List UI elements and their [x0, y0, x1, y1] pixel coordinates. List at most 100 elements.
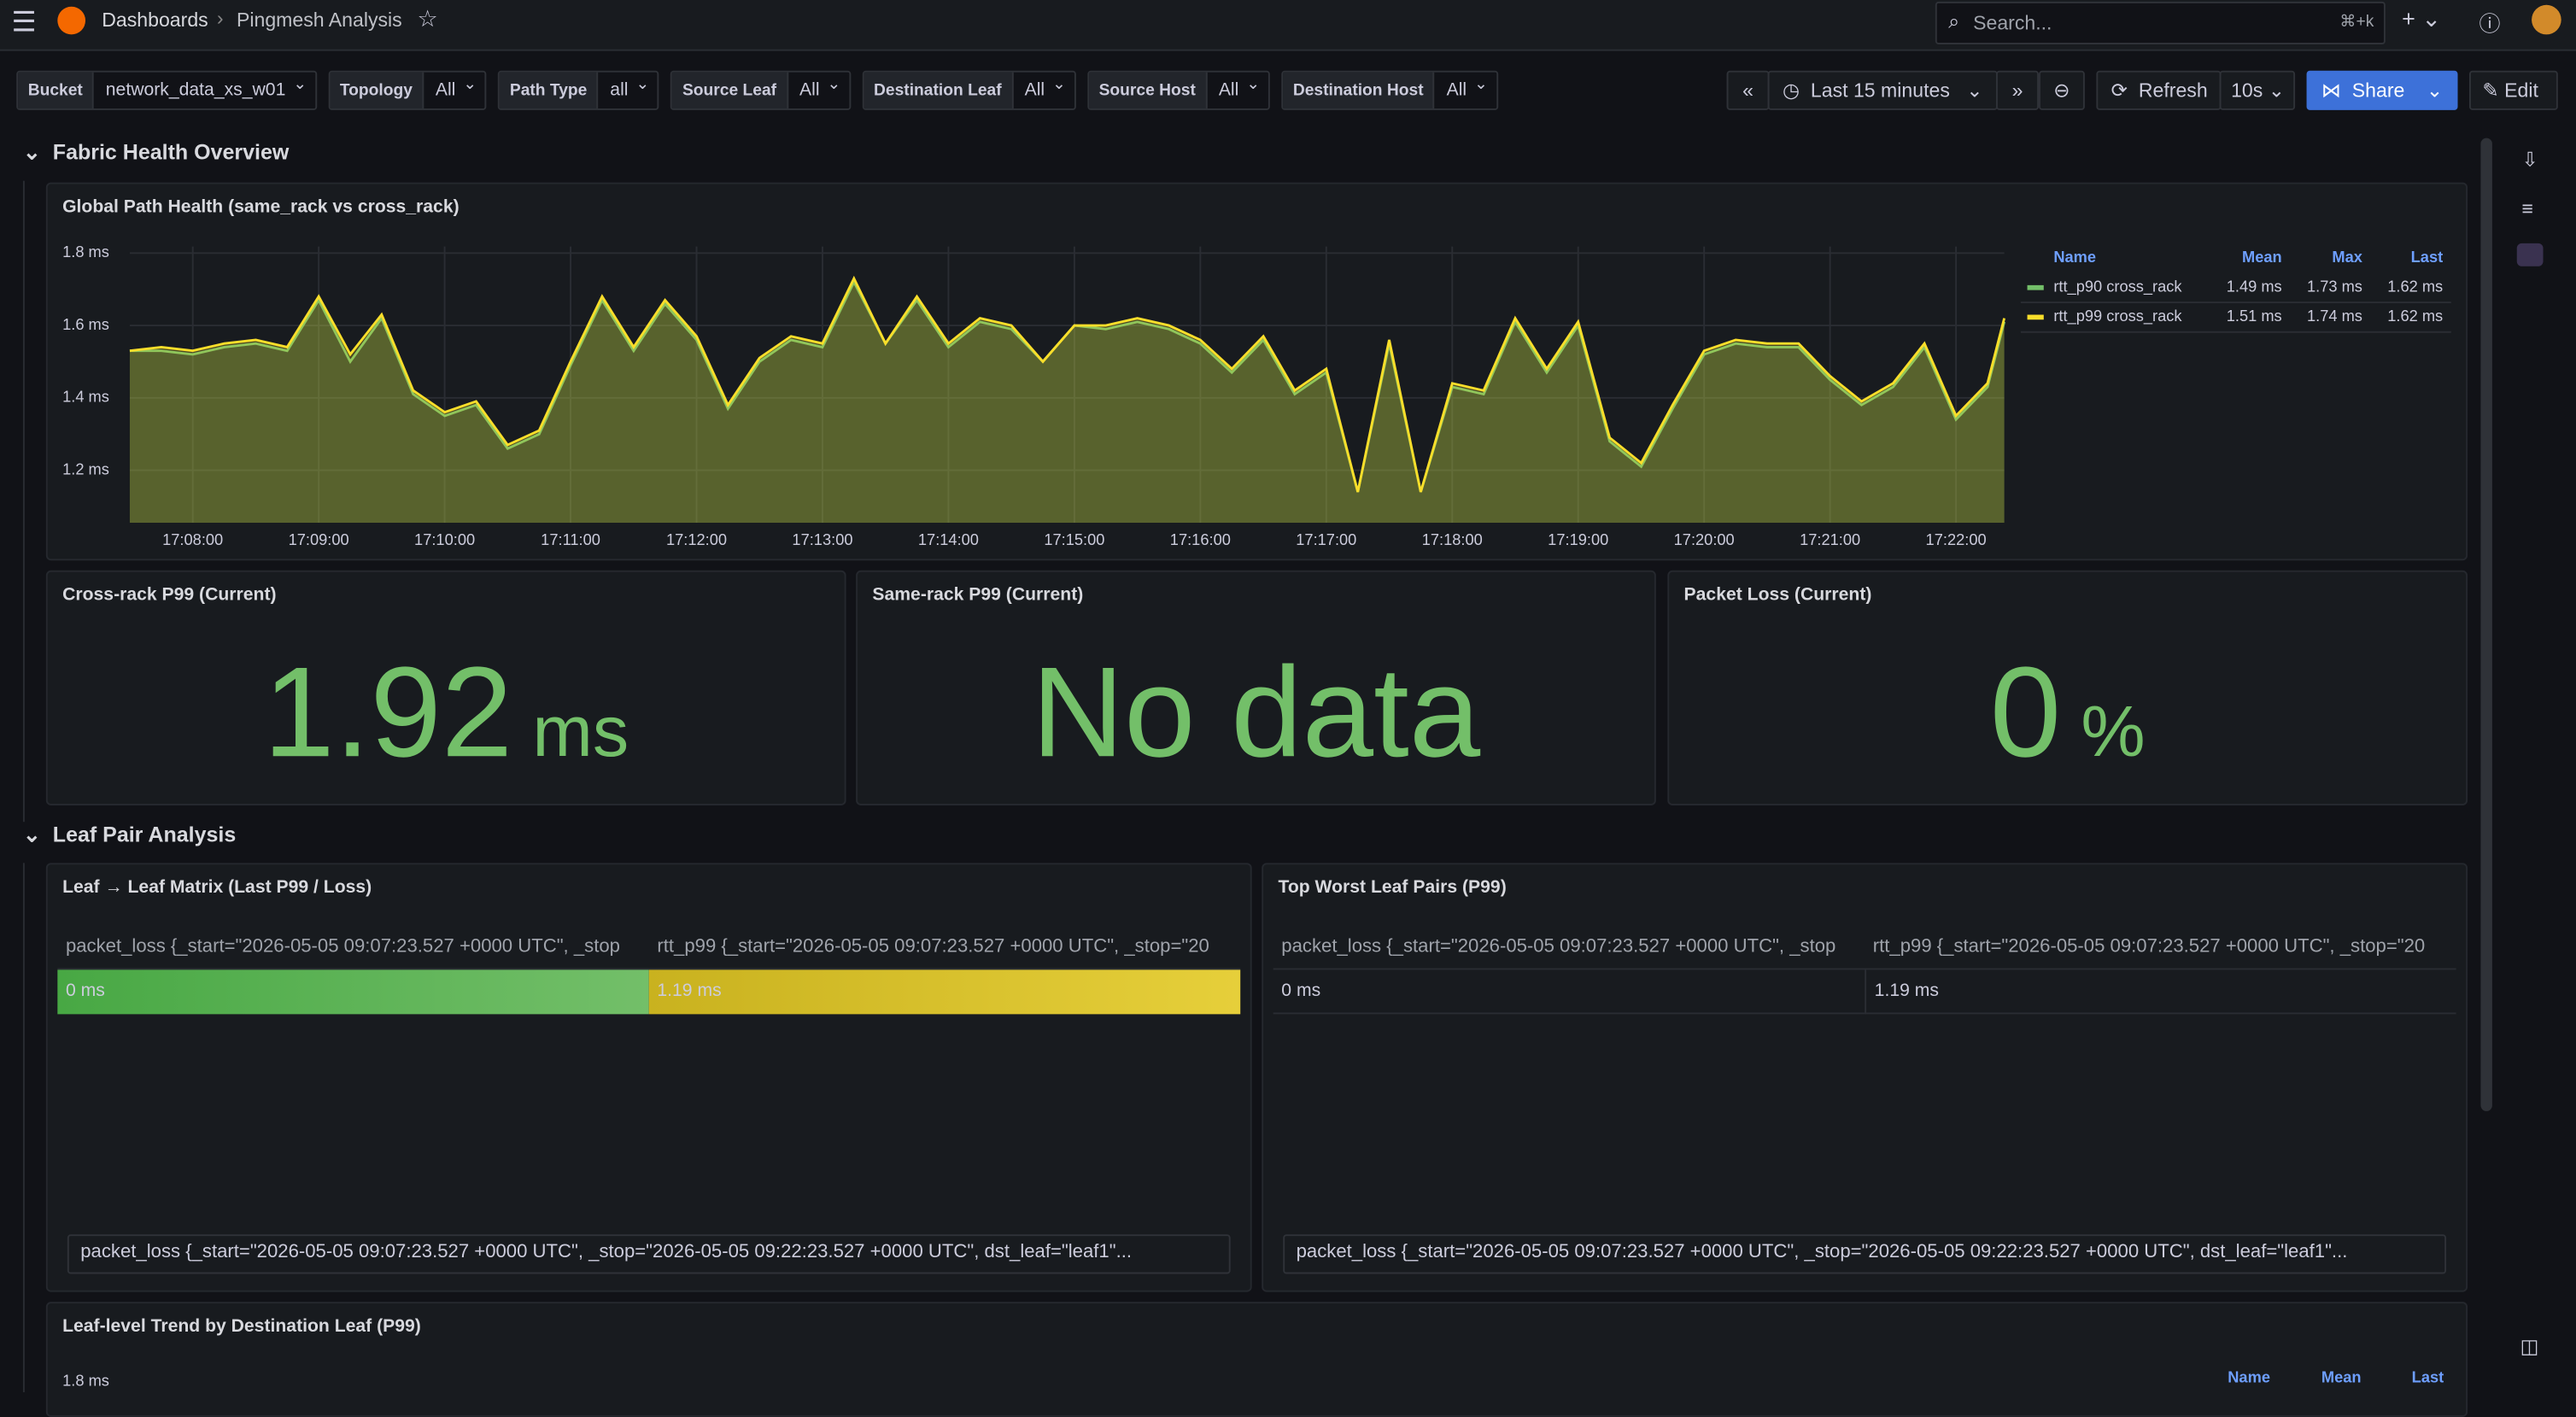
- tool-icon[interactable]: ⇩: [2521, 148, 2538, 172]
- variables: Bucketnetwork_data_xs_w01TopologyAllPath…: [16, 70, 1498, 110]
- row-rule: [22, 863, 25, 1393]
- stat-value: No data: [858, 638, 1654, 788]
- table-cell: 1.19 ms: [648, 969, 1241, 1015]
- variable-label: Topology: [330, 72, 424, 109]
- row-header[interactable]: ⌄ Leaf Pair Analysis: [22, 822, 237, 847]
- x-tick-label: 17:17:00: [1296, 530, 1356, 548]
- panel-title: Leaf → Leaf Matrix (Last P99 / Loss): [62, 877, 372, 898]
- help[interactable]: ⓘ: [2479, 11, 2501, 37]
- variable-value: All: [788, 76, 850, 101]
- avatar[interactable]: [2532, 4, 2561, 35]
- header-rule: [1273, 968, 2456, 970]
- tool-icon[interactable]: [2516, 243, 2544, 266]
- side-tools: ⇩ ≡ ◫: [2476, 135, 2574, 1392]
- variable-value: all: [599, 76, 658, 101]
- variable[interactable]: Source Host All: [1087, 70, 1270, 110]
- x-tick-label: 17:11:00: [541, 530, 600, 548]
- table-cell: 0 ms: [57, 969, 649, 1015]
- stat-unit: ms: [532, 692, 629, 773]
- variable-value: network_data_xs_w01: [94, 76, 315, 101]
- interval: 10s: [2231, 79, 2263, 102]
- refresh-button[interactable]: ⟳ Refresh: [2096, 70, 2222, 110]
- y-tick-label: 1.8 ms: [62, 1372, 109, 1391]
- legend-stat: 1.74 ms: [2307, 307, 2362, 325]
- scrollbar[interactable]: [2480, 138, 2492, 1111]
- x-tick-label: 17:14:00: [918, 530, 979, 548]
- series-line: [129, 275, 2006, 493]
- panel-title: Global Path Health (same_rack vs cross_r…: [62, 196, 460, 218]
- table-cell: 1.19 ms: [1865, 969, 2456, 1015]
- table-panel: Top Worst Leaf Pairs (P99) packet_loss {_…: [1262, 863, 2468, 1292]
- variable-value: All: [1435, 76, 1496, 101]
- shortcut: ⌘+k: [2339, 13, 2374, 32]
- star[interactable]: ☆: [417, 4, 438, 32]
- variable-value: All: [1013, 76, 1074, 101]
- row-rule: [22, 180, 25, 823]
- logo[interactable]: [57, 6, 86, 35]
- tool-icon[interactable]: ◫: [2520, 1334, 2539, 1358]
- row-header[interactable]: ⌄ Fabric Health Overview: [22, 139, 290, 165]
- legend-header: Last: [2411, 1369, 2444, 1388]
- legend-stat: 1.49 ms: [2227, 278, 2282, 296]
- series-area: [129, 282, 2005, 523]
- zoom-out[interactable]: ⊖: [2039, 70, 2085, 110]
- trend-panel: Leaf-level Trend by Destination Leaf (P9…: [45, 1302, 2468, 1417]
- breadcrumb[interactable]: Pingmesh Analysis: [236, 8, 402, 32]
- stat-panel: Packet Loss (Current) 0%: [1667, 570, 2468, 805]
- edit-label: Edit: [2504, 79, 2538, 102]
- panel-title: Same-rack P99 (Current): [872, 585, 1084, 606]
- x-tick-label: 17:09:00: [289, 530, 349, 548]
- column-header: packet_loss {_start="2026-05-05 09:07:23…: [1281, 936, 1836, 957]
- variable[interactable]: Topology All: [328, 70, 487, 110]
- variable-value: All: [1207, 76, 1268, 101]
- search-box[interactable]: ⌕ Search... ⌘+k: [1935, 1, 2386, 44]
- refresh-label: Refresh: [2138, 79, 2208, 102]
- chart: 1.2 ms 1.4 ms 1.6 ms 1.8 ms 17:08:00 17:09:00…: [62, 243, 2451, 548]
- time-range: Last 15 minutes: [1810, 79, 1950, 102]
- shift-forward[interactable]: »: [1996, 70, 2040, 110]
- column-header: rtt_p99 {_start="2026-05-05 09:07:23.527…: [1872, 936, 2426, 957]
- variable[interactable]: Destination Host All: [1281, 70, 1498, 110]
- header-rule: [57, 968, 1241, 970]
- share-button[interactable]: ⋈ Share ⌄: [2306, 70, 2458, 110]
- x-tick-label: 17:15:00: [1044, 530, 1104, 548]
- column-header: packet_loss {_start="2026-05-05 09:07:23…: [65, 936, 620, 957]
- stat-panel: Cross-rack P99 (Current) 1.92 ms: [45, 570, 846, 805]
- breadcrumb[interactable]: Dashboards: [102, 8, 208, 32]
- x-tick-label: 17:18:00: [1422, 530, 1483, 548]
- refresh-interval[interactable]: 10s ⌄: [2219, 70, 2296, 110]
- x-tick-label: 17:22:00: [1926, 530, 1987, 548]
- series-selector[interactable]: packet_loss {_start="2026-05-05 09:07:23…: [1283, 1234, 2447, 1274]
- variable[interactable]: Bucket network_data_xs_w01: [16, 70, 317, 110]
- menu-icon[interactable]: ☰: [11, 6, 37, 38]
- search-icon: ⌕: [1948, 9, 1960, 33]
- tool-icon[interactable]: ≡: [2521, 196, 2534, 220]
- legend-header: Last: [2411, 248, 2444, 266]
- variable-value: All: [424, 76, 485, 101]
- table-panel: Leaf → Leaf Matrix (Last P99 / Loss) pack…: [45, 863, 1252, 1292]
- add-button[interactable]: + ⌄: [2402, 4, 2441, 32]
- variable-label: Destination Host: [1283, 72, 1436, 109]
- separator: ›: [216, 6, 224, 30]
- row-title: Leaf Pair Analysis: [52, 822, 237, 847]
- legend-stat: 1.62 ms: [2387, 278, 2443, 296]
- series-selector[interactable]: packet_loss {_start="2026-05-05 09:07:23…: [67, 1234, 1231, 1274]
- variable[interactable]: Destination Leaf All: [862, 70, 1076, 110]
- legend-stat: 1.51 ms: [2227, 307, 2282, 325]
- edit-button[interactable]: ✎ Edit: [2468, 70, 2558, 110]
- stat-value: 1.92 ms: [48, 638, 845, 788]
- variable-label: Source Leaf: [672, 72, 788, 109]
- variable[interactable]: Path Type all: [498, 70, 660, 110]
- variable-label: Destination Leaf: [864, 72, 1014, 109]
- legend-header: Name: [2228, 1369, 2270, 1388]
- y-tick-label: 1.2 ms: [62, 460, 109, 477]
- panel-title: Cross-rack P99 (Current): [62, 585, 277, 606]
- row-title: Fabric Health Overview: [52, 139, 290, 165]
- stat-number: 1.92: [263, 639, 513, 784]
- variable[interactable]: Source Leaf All: [670, 70, 852, 110]
- stat-number: 0: [1989, 639, 2062, 784]
- stat-panel: Same-rack P99 (Current) No data: [856, 570, 1656, 805]
- time-picker[interactable]: ◷ Last 15 minutes ⌄: [1767, 70, 1998, 110]
- series-area: [129, 278, 2005, 523]
